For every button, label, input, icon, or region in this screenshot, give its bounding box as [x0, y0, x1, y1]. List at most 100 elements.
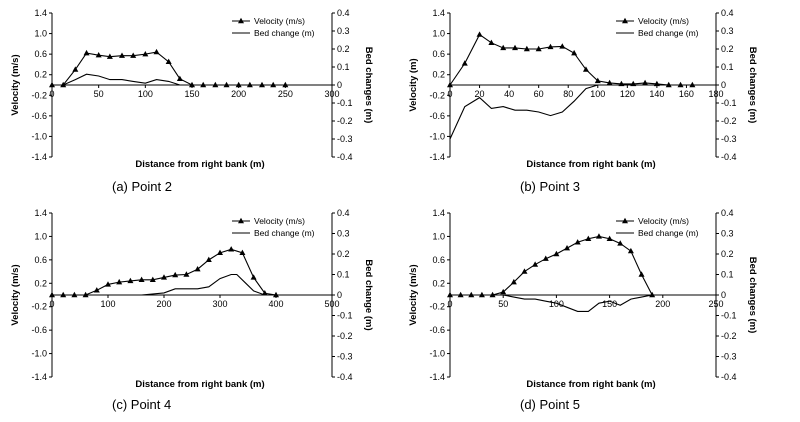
chart-panel-2: -1.4 -1.0 -0.6 -0.2 0.2 0.6 1.0 1.4 -0.4 -0.3 -0.2… — [408, 8, 758, 194]
y-tick-label: 1.4 — [432, 208, 445, 218]
velocity-point — [142, 50, 149, 57]
y-tick-label: -0.2 — [31, 302, 47, 312]
velocity-point — [689, 81, 696, 88]
x-tick-label: 400 — [268, 299, 283, 309]
chart-panel-4: -1.4 -1.0 -0.6 -0.2 0.2 0.6 1.0 1.4 -0.4 -0.3 -0.2… — [408, 208, 758, 412]
chart-panel-1: -1.4 -1.0 -0.6 -0.2 0.2 0.6 1.0 1.4 -0.4 -0.3 -0.2… — [10, 8, 374, 194]
y-tick-label: -0.2 — [429, 90, 445, 100]
legend-velocity-marker — [622, 217, 628, 224]
legend-velocity-marker — [238, 217, 244, 224]
y-tick-label: -1.4 — [429, 152, 445, 162]
velocity-point — [217, 249, 223, 256]
velocity-point — [532, 261, 539, 267]
x-tick-label: 50 — [94, 89, 104, 99]
y2-tick-label: 0.1 — [721, 62, 734, 72]
y-tick-label: 0.6 — [432, 49, 445, 59]
velocity-point — [250, 274, 257, 280]
velocity-point — [553, 250, 560, 257]
bed-change-line — [449, 84, 687, 140]
velocity-point — [606, 79, 613, 86]
y2-tick-label: -0.4 — [337, 152, 353, 162]
y2-tick-label: 0 — [337, 80, 342, 90]
velocity-point — [649, 291, 656, 298]
x-tick-label: 180 — [708, 89, 723, 99]
y2-tick-label: 0.3 — [721, 229, 734, 239]
velocity-point — [606, 235, 613, 241]
velocity-point — [95, 51, 102, 58]
x-tick-label: 0 — [49, 89, 54, 99]
y2-tick-label: 0.3 — [337, 229, 350, 239]
x-tick-label: 250 — [708, 299, 723, 309]
y2-tick-label: 0 — [721, 80, 726, 90]
x-tick-label: 100 — [590, 89, 605, 99]
chart-panel-3: -1.4 -1.0 -0.6 -0.2 0.2 0.6 1.0 1.4 -0.4 -0.3 -0.2… — [10, 208, 374, 412]
velocity-point — [594, 77, 601, 84]
velocity-point — [500, 288, 507, 295]
velocity-point — [105, 281, 111, 287]
velocity-point — [127, 277, 134, 284]
velocity-point — [165, 58, 172, 65]
velocity-point — [582, 66, 589, 72]
panel-caption: (a) Point 2 — [112, 179, 172, 194]
y-tick-label: -0.2 — [31, 90, 47, 100]
y2-tick-label: -0.1 — [337, 311, 353, 321]
velocity-point — [547, 43, 554, 50]
y-tick-label: -1.0 — [31, 349, 47, 359]
y2-axis-title: Bed changes (m) — [747, 47, 758, 124]
y-tick-label: 0.2 — [34, 70, 47, 80]
velocity-point — [239, 249, 246, 256]
velocity-point — [523, 45, 530, 52]
y2-tick-label: -0.1 — [721, 311, 737, 321]
y-tick-label: 0.6 — [34, 255, 47, 265]
y2-tick-label: 0.4 — [337, 8, 350, 18]
y-axis-title: Velocity (m/s) — [10, 264, 21, 325]
x-axis-title: Distance from right bank (m) — [526, 379, 655, 390]
y-tick-label: -0.6 — [429, 325, 445, 335]
y2-tick-label: 0.1 — [337, 62, 350, 72]
legend-velocity-marker — [238, 17, 244, 24]
velocity-point — [617, 240, 624, 246]
panel-caption: (b) Point 3 — [520, 179, 580, 194]
velocity-point — [119, 52, 125, 58]
y-tick-label: 1.4 — [34, 208, 47, 218]
y2-tick-label: -0.1 — [337, 98, 353, 108]
velocity-point — [228, 246, 235, 252]
bed-change-line — [52, 273, 276, 296]
y2-tick-label: -0.1 — [721, 98, 737, 108]
x-tick-label: 40 — [504, 89, 514, 99]
x-tick-label: 0 — [447, 299, 452, 309]
y-tick-label: 1.0 — [34, 29, 47, 39]
y-axis-title: Velocity (m/s) — [10, 54, 21, 115]
y2-tick-label: -0.3 — [337, 352, 353, 362]
y2-tick-label: 0.2 — [721, 44, 734, 54]
velocity-point — [205, 256, 212, 263]
legend-velocity-label: Velocity (m/s) — [638, 216, 689, 226]
y2-tick-label: -0.3 — [337, 134, 353, 144]
velocity-point — [521, 268, 528, 274]
y2-tick-label: 0.2 — [337, 249, 350, 259]
y-tick-label: 0.2 — [432, 278, 445, 288]
velocity-point — [138, 276, 145, 282]
x-tick-label: 100 — [138, 89, 153, 99]
legend-bed-label: Bed change (m) — [638, 28, 699, 38]
panel-caption: (d) Point 5 — [520, 397, 580, 412]
y-tick-label: 0.6 — [432, 255, 445, 265]
bed-change-line — [52, 73, 286, 86]
y-tick-label: -1.4 — [31, 372, 47, 382]
x-tick-label: 500 — [324, 299, 339, 309]
x-tick-label: 200 — [156, 299, 171, 309]
y-tick-label: -0.2 — [429, 302, 445, 312]
velocity-point — [564, 244, 571, 251]
velocity-point — [595, 233, 602, 239]
y2-tick-label: -0.2 — [721, 116, 737, 126]
y2-axis-title: Bed change (m) — [363, 259, 374, 330]
x-tick-label: 100 — [100, 299, 115, 309]
x-axis-title: Distance from right bank (m) — [526, 159, 655, 170]
x-tick-label: 140 — [649, 89, 664, 99]
y2-tick-label: 0 — [721, 290, 726, 300]
y2-tick-label: 0.4 — [721, 208, 734, 218]
legend-velocity-label: Velocity (m/s) — [254, 16, 305, 26]
velocity-point — [83, 49, 90, 56]
y2-tick-label: -0.4 — [721, 372, 737, 382]
